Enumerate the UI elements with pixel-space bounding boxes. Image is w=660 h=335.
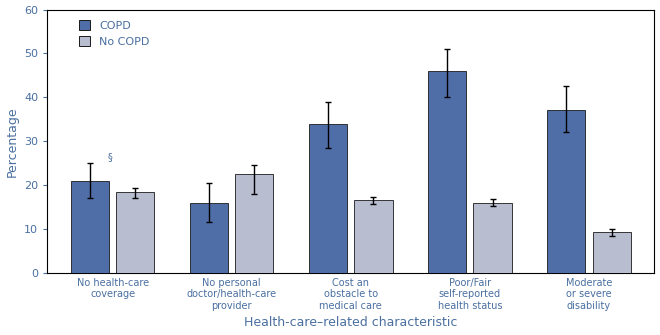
Bar: [71, 181, 109, 273]
Bar: [354, 200, 393, 273]
Bar: [593, 232, 631, 273]
Bar: [473, 203, 512, 273]
Legend: COPD, No COPD: COPD, No COPD: [77, 18, 152, 49]
Bar: [236, 174, 273, 273]
Bar: [547, 111, 585, 273]
X-axis label: Health-care–related characteristic: Health-care–related characteristic: [244, 317, 457, 329]
Bar: [190, 203, 228, 273]
Bar: [116, 192, 154, 273]
Bar: [309, 124, 347, 273]
Bar: [428, 71, 467, 273]
Text: §: §: [108, 152, 113, 162]
Y-axis label: Percentage: Percentage: [5, 106, 18, 177]
